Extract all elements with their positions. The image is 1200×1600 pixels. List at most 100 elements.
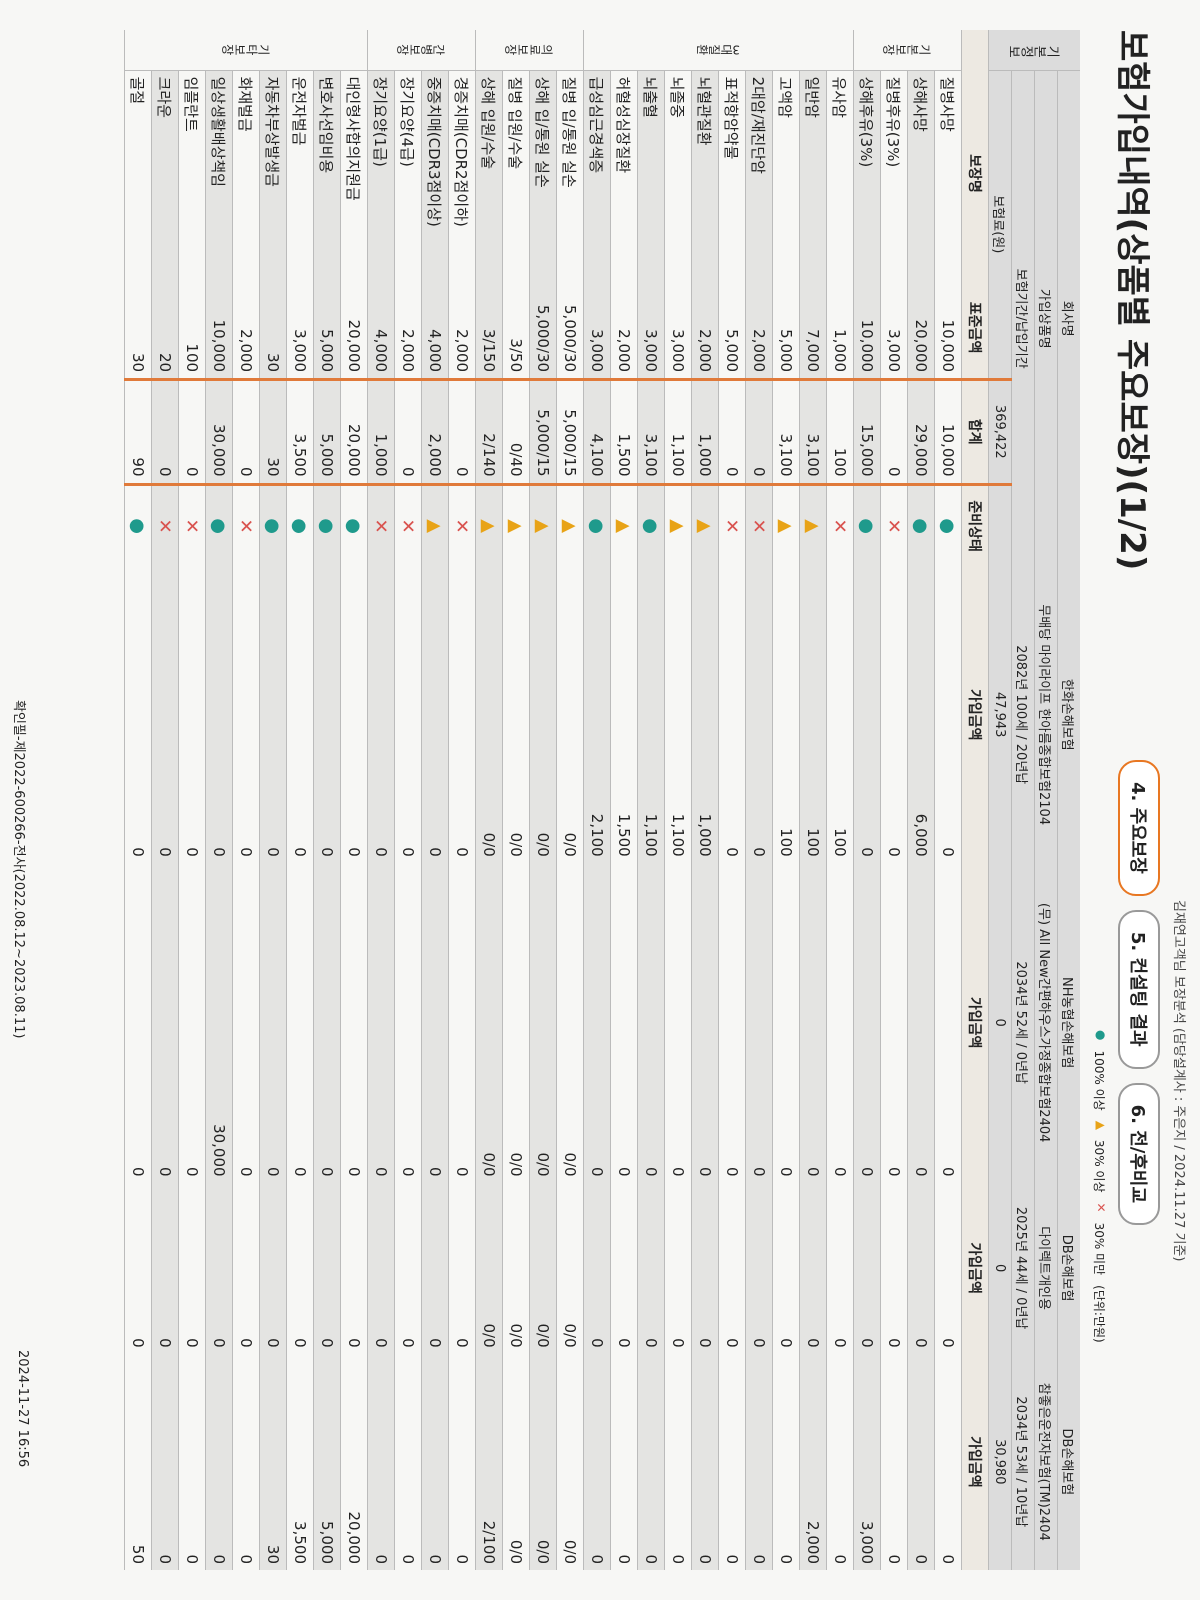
amount: 0 [934, 1182, 962, 1354]
amount: 0 [637, 862, 665, 1183]
total-amount: 0/40 [502, 379, 530, 485]
title: 보험가입내역(상품별 주요보장)(1/2) [1112, 30, 1152, 571]
standard-amount: 2,000 [448, 277, 476, 380]
amount: 0 [826, 1182, 854, 1354]
amount: 0/0 [502, 862, 530, 1183]
status: ▲ [556, 484, 584, 567]
header-row: 보험기간/납입기간 2082년 100세 / 20년납 2034년 52세 / 0년… [1011, 30, 1035, 1570]
amount: 0 [799, 1182, 827, 1354]
standard-amount: 7,000 [799, 277, 827, 380]
standard-amount: 10,000 [934, 277, 962, 380]
header-label: 보험료(원) [988, 70, 1012, 380]
amount: 0 [934, 862, 962, 1183]
amount: 0 [394, 862, 422, 1183]
coverage-row: 허혈성심장질환 2,000 1,500 ▲ 1,500 0 0 0 [610, 30, 638, 1570]
total-amount: 0 [745, 379, 773, 485]
amount-label: 가입금액 [961, 1353, 989, 1570]
total-amount: 3,500 [286, 379, 314, 485]
amount: 0 [826, 1353, 854, 1570]
amount: 0 [421, 1353, 449, 1570]
amount: 2/100 [475, 1353, 503, 1570]
amount: 0 [178, 862, 206, 1183]
company-premium: 30,980 [988, 1353, 1012, 1570]
coverage-name: 장기요양(4급) [394, 70, 422, 278]
status: ✕ [232, 484, 260, 567]
amount: 0 [448, 1353, 476, 1570]
amount: 0 [367, 566, 395, 863]
total-amount: 3,100 [799, 379, 827, 485]
standard-amount: 20 [151, 277, 179, 380]
company-name: NH농협손해보험 [1057, 862, 1080, 1183]
amount: 0/0 [502, 1353, 530, 1570]
amount: 0/0 [556, 1182, 584, 1354]
amount: 0/0 [556, 1353, 584, 1570]
column-title: 합계 [961, 379, 989, 485]
standard-amount: 5,000/30 [529, 277, 557, 380]
amount: 0 [205, 566, 233, 863]
coverage-row: 중증치매(CDR3점이상) 4,000 2,000 ▲ 0 0 0 0 [421, 30, 449, 1570]
coverage-row: 뇌혈관질환 2,000 1,000 ▲ 1,000 0 0 0 [691, 30, 719, 1570]
company-period: 2082년 100세 / 20년납 [1011, 566, 1035, 863]
amount: 0 [880, 566, 908, 863]
standard-amount: 20,000 [907, 277, 935, 380]
standard-amount: 30 [124, 277, 152, 380]
amount: 1,000 [691, 566, 719, 863]
footer: 확인필-제2022-600266-전사(2022.08.12~2023.08.1… [11, 700, 26, 1039]
legend: ● 100% 이상 ▲ 30% 이상 ✕ 30% 미만 (단위:만원) [1091, 1030, 1108, 1343]
standard-amount: 5,000/30 [556, 277, 584, 380]
legend-label: 30% 이상 [1092, 1139, 1106, 1193]
amount: 0 [232, 566, 260, 863]
company-name: 한화손해보험 [1057, 566, 1080, 863]
coverage-row: 임플란트 100 0 ✕ 0 0 0 0 [178, 30, 206, 1570]
amount: 0 [772, 1353, 800, 1570]
status: ● [205, 484, 233, 567]
tab: 6. 전/후비교 [1118, 1082, 1160, 1226]
status: ● [934, 484, 962, 567]
amount: 50 [124, 1353, 152, 1570]
amount: 0 [745, 1182, 773, 1354]
total-amount: 0 [232, 379, 260, 485]
amount: 0 [826, 862, 854, 1183]
status: ▲ [421, 484, 449, 567]
amount: 2,100 [583, 566, 611, 863]
amount: 0 [853, 566, 881, 863]
amount: 30,000 [205, 862, 233, 1183]
coverage-name: 뇌혈관질환 [691, 70, 719, 278]
amount: 30 [259, 1353, 287, 1570]
amount: 0 [880, 862, 908, 1183]
total-amount: 0 [394, 379, 422, 485]
status: ▲ [664, 484, 692, 567]
status: ▲ [799, 484, 827, 567]
status: ▲ [529, 484, 557, 567]
status: ✕ [826, 484, 854, 567]
company-period: 2034년 52세 / 0년납 [1011, 862, 1035, 1183]
amount: 0 [313, 566, 341, 863]
total-amount: 0 [448, 379, 476, 485]
standard-amount: 3/50 [502, 277, 530, 380]
status: ✕ [151, 484, 179, 567]
standard-amount: 2,000 [232, 277, 260, 380]
amount: 20,000 [340, 1353, 368, 1570]
coverage-name: 경증치매(CDR2점이하) [448, 70, 476, 278]
status: ✕ [178, 484, 206, 567]
amount: 3,500 [286, 1353, 314, 1570]
total-amount: 90 [124, 379, 152, 485]
total-amount: 5,000/15 [529, 379, 557, 485]
coverage-row: 장기요양(4급) 2,000 0 ✕ 0 0 0 0 [394, 30, 422, 1570]
company-product: 다이렉트개인용 [1034, 1182, 1058, 1354]
coverage-name: 질병 입/통원 실손 [556, 70, 584, 278]
coverage-name: 화재벌금 [232, 70, 260, 278]
amount: 0 [718, 1182, 746, 1354]
coverage-row: 크라운 20 0 ✕ 0 0 0 0 [151, 30, 179, 1570]
amount: 0 [259, 566, 287, 863]
footer: 2024-11-27 16:56 [15, 1350, 30, 1468]
standard-amount: 5,000 [718, 277, 746, 380]
standard-amount: 30 [259, 277, 287, 380]
company-name: DB손해보험 [1057, 1353, 1080, 1570]
standard-amount: 2,000 [745, 277, 773, 380]
amount: 0 [232, 862, 260, 1183]
legend-symbol: ● [1094, 1030, 1108, 1041]
amount: 0 [583, 1353, 611, 1570]
amount-label: 가입금액 [961, 1182, 989, 1354]
amount: 0 [583, 1182, 611, 1354]
